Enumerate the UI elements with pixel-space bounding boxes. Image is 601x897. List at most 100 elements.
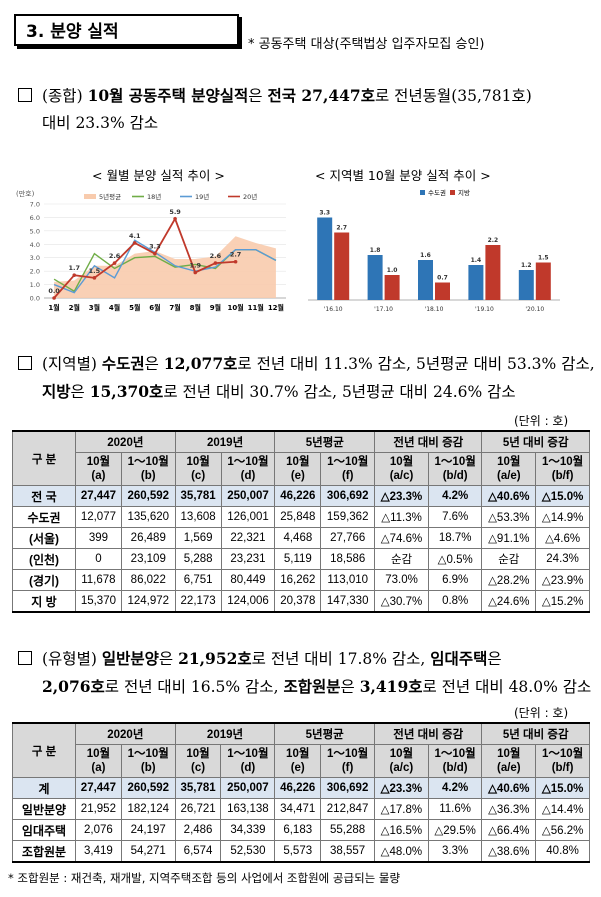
table-cell: △56.2% bbox=[535, 819, 590, 841]
table-cell: △74.6% bbox=[374, 527, 429, 549]
data-label: 2.7 bbox=[230, 251, 242, 259]
subheader-cell: 10월 (a/e) bbox=[481, 452, 537, 486]
chart1-title: < 월별 분양 실적 추이 > bbox=[92, 168, 225, 183]
row-header-cell: (인천) bbox=[12, 548, 76, 570]
data-label: 1.9 bbox=[189, 261, 201, 269]
subheader-cell: 10월 (a/c) bbox=[374, 744, 429, 778]
point-20 bbox=[52, 296, 56, 300]
regional-chart: 3.3 2.7 '16.10 1.8 1.0 '17.10 1.6 0.7 '18.10 1.4 2… bbox=[308, 188, 560, 313]
table-cell: 54,271 bbox=[120, 840, 176, 863]
y-tick-label: 1.0 bbox=[30, 281, 40, 289]
table-cell: △23.3% bbox=[374, 777, 429, 799]
table-cell: △36.3% bbox=[481, 798, 537, 820]
chart2-title: < 지역별 10월 분양 실적 추이 > bbox=[315, 168, 491, 183]
table-cell: △15.2% bbox=[535, 590, 590, 613]
data-label: 2.7 bbox=[336, 225, 347, 232]
table-cell: 15,370 bbox=[75, 590, 122, 613]
bar-수도권 bbox=[518, 270, 534, 300]
table-cell: △40.6% bbox=[481, 485, 537, 507]
row-header-cell: 일반분양 bbox=[12, 798, 76, 820]
table-cell: 135,620 bbox=[120, 506, 176, 528]
table-cell: 3.3% bbox=[427, 840, 483, 863]
legend-label: 5년평균 bbox=[99, 192, 121, 201]
table-row: 일반분양 21,952 182,124 26,721 163,138 34,471 212,… bbox=[12, 798, 590, 820]
data-label: 1.5 bbox=[538, 255, 549, 262]
table-cell: 18,586 bbox=[320, 548, 376, 570]
region-table: 구 분 2020년 2019년 5년평균 전년 대비 증감 5년 대비 증감 10월 (a) 1… bbox=[12, 430, 590, 613]
table-cell: △23.3% bbox=[374, 485, 429, 507]
table-cell: 35,781 bbox=[174, 777, 222, 799]
table-cell: △30.7% bbox=[374, 590, 429, 613]
table-cell: 27,447 bbox=[75, 777, 122, 799]
legend-label: 지방 bbox=[458, 188, 470, 197]
table-row: 임대주택 2,076 24,197 2,486 34,339 6,183 55,288 △16… bbox=[12, 819, 590, 841]
subheader-cell: 10월 (e) bbox=[274, 744, 322, 778]
table-cell: 163,138 bbox=[220, 798, 276, 820]
series-area-5yr-avg bbox=[54, 236, 276, 298]
legend-label: 18년 bbox=[147, 192, 161, 201]
legend-label: 19년 bbox=[195, 192, 209, 201]
table-cell: △16.5% bbox=[374, 819, 429, 841]
header-cell: 5년평균 bbox=[274, 722, 376, 745]
point-20 bbox=[193, 270, 198, 275]
subheader-cell: 10월 (a/c) bbox=[374, 452, 429, 486]
data-label: 0.0 bbox=[48, 287, 60, 295]
data-label: 1.2 bbox=[521, 262, 532, 269]
data-label: 1.5 bbox=[89, 267, 101, 275]
table-cell: 5,288 bbox=[174, 548, 222, 570]
point-20 bbox=[213, 261, 218, 265]
checkbox-square-icon bbox=[18, 356, 32, 370]
table-row: 조합원분 3,419 54,271 6,574 52,530 5,573 38,557 △48… bbox=[12, 840, 590, 863]
table-cell: 6,183 bbox=[274, 819, 322, 841]
legend-label: 수도권 bbox=[428, 189, 446, 197]
bar-지방 bbox=[485, 245, 501, 300]
table-cell: △66.4% bbox=[481, 819, 537, 841]
table-cell: 26,721 bbox=[174, 798, 222, 820]
header-cell: 2020년 bbox=[75, 430, 176, 453]
type-paragraph: (유형별) 일반분양은 21,952호로 전년 대비 17.8% 감소, 임대주… bbox=[18, 645, 601, 701]
subheader-cell: 1～10월 (d) bbox=[220, 744, 276, 778]
y-tick-label: 6.0 bbox=[30, 214, 40, 222]
table-cell: 306,692 bbox=[320, 485, 376, 507]
table-cell: △17.8% bbox=[374, 798, 429, 820]
table-cell: 5,573 bbox=[274, 840, 322, 863]
data-label: 2.2 bbox=[488, 237, 499, 244]
table-cell: 22,321 bbox=[220, 527, 276, 549]
table-row: 전 국 27,447 260,592 35,781 250,007 46,226 306,6… bbox=[12, 485, 590, 507]
table-row: (경기) 11,678 86,022 6,751 80,449 16,262 113,010… bbox=[12, 569, 590, 591]
table-cell: 126,001 bbox=[220, 506, 276, 528]
subheader-cell: 10월 (a) bbox=[75, 744, 122, 778]
table-cell: 86,022 bbox=[120, 569, 176, 591]
checkbox-square-icon bbox=[18, 651, 32, 665]
subheader-cell: 1～10월 (b/f) bbox=[535, 452, 590, 486]
x-tick-label: 6월 bbox=[149, 303, 160, 312]
summary-paragraph: (종합) 10월 공동주택 분양실적은 전국 27,447호로 전년동월(35,… bbox=[18, 82, 598, 137]
table-cell: △14.9% bbox=[535, 506, 590, 528]
x-tick-label: 10월 bbox=[227, 303, 243, 312]
data-label: 1.7 bbox=[68, 264, 80, 272]
table-cell: 40.8% bbox=[535, 840, 590, 863]
point-20 bbox=[173, 216, 177, 221]
unit-label: (단위 : 호) bbox=[514, 414, 569, 428]
table-cell: 1,569 bbox=[174, 527, 222, 549]
table-cell: 159,362 bbox=[320, 506, 376, 528]
x-tick-label: '19.10 bbox=[475, 306, 494, 313]
subheader-cell: 10월 (a/e) bbox=[481, 744, 537, 778]
table-cell: 20,378 bbox=[274, 590, 322, 613]
x-tick-label: 12월 bbox=[268, 303, 284, 312]
table-cell: 26,489 bbox=[120, 527, 176, 549]
y-tick-label: 7.0 bbox=[30, 201, 40, 209]
table-cell: 124,006 bbox=[220, 590, 276, 613]
y-unit-label: (만호) bbox=[16, 189, 35, 198]
table-cell: 6,751 bbox=[174, 569, 222, 591]
table-cell: 12,077 bbox=[75, 506, 122, 528]
data-label: 5.9 bbox=[169, 208, 181, 216]
row-header-cell: 임대주택 bbox=[12, 819, 76, 841]
table-cell: 22,173 bbox=[174, 590, 222, 613]
x-tick-label: 4월 bbox=[109, 303, 120, 312]
table-row: (서울) 399 26,489 1,569 22,321 4,468 27,766 △74.6… bbox=[12, 527, 590, 549]
y-tick-label: 5.0 bbox=[30, 227, 40, 235]
legend-label: 20년 bbox=[243, 192, 257, 201]
header-cell: 구 분 bbox=[12, 430, 76, 486]
table-cell: △38.6% bbox=[481, 840, 537, 863]
